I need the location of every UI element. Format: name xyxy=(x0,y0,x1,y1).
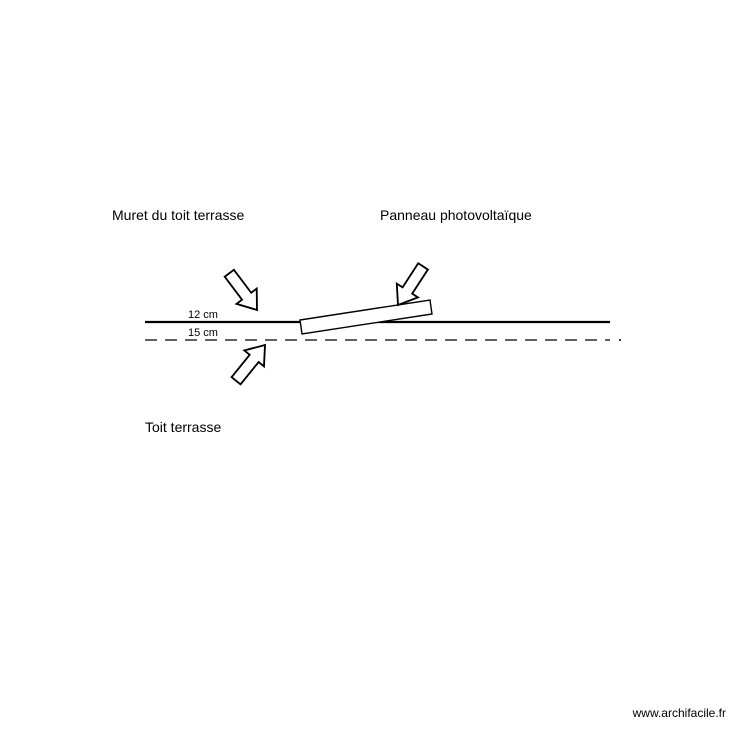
dim-15cm: 15 cm xyxy=(188,327,218,339)
toit-dashed-end-dot xyxy=(619,339,621,341)
label-muret: Muret du toit terrasse xyxy=(112,207,244,223)
arrow-toit xyxy=(226,337,275,389)
dim-12cm: 12 cm xyxy=(188,309,218,321)
panel-shape xyxy=(300,300,432,334)
label-toit: Toit terrasse xyxy=(145,419,221,435)
label-panneau: Panneau photovoltaïque xyxy=(380,207,532,223)
arrow-muret xyxy=(219,266,267,318)
footer-link: www.archifacile.fr xyxy=(633,706,726,720)
